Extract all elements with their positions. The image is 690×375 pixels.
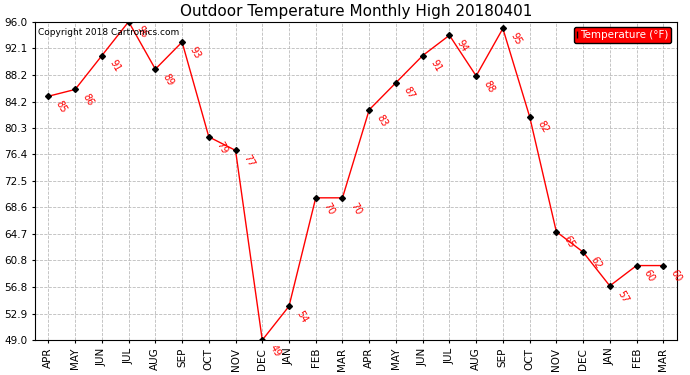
- Text: 60: 60: [642, 268, 657, 284]
- Text: 60: 60: [669, 268, 684, 284]
- Text: 65: 65: [562, 234, 577, 250]
- Text: 86: 86: [81, 92, 95, 108]
- Text: 95: 95: [509, 31, 523, 47]
- Text: 91: 91: [428, 58, 443, 74]
- Text: 70: 70: [322, 201, 336, 216]
- Text: 77: 77: [241, 153, 256, 169]
- Text: 54: 54: [295, 309, 309, 325]
- Text: 96: 96: [134, 24, 149, 40]
- Text: 49: 49: [268, 343, 283, 358]
- Text: 62: 62: [589, 255, 604, 270]
- Text: 83: 83: [375, 112, 390, 128]
- Text: 82: 82: [535, 119, 550, 135]
- Text: 57: 57: [615, 289, 630, 304]
- Text: 70: 70: [348, 201, 363, 216]
- Text: 79: 79: [215, 140, 229, 155]
- Text: Copyright 2018 Cartronics.com: Copyright 2018 Cartronics.com: [38, 28, 179, 37]
- Text: 88: 88: [482, 79, 497, 94]
- Text: 87: 87: [402, 86, 416, 101]
- Text: 89: 89: [161, 72, 176, 87]
- Legend: Temperature (°F): Temperature (°F): [573, 27, 671, 43]
- Text: 85: 85: [54, 99, 69, 115]
- Text: 93: 93: [188, 45, 202, 60]
- Text: 94: 94: [455, 38, 470, 54]
- Title: Outdoor Temperature Monthly High 20180401: Outdoor Temperature Monthly High 2018040…: [179, 4, 532, 19]
- Text: 91: 91: [108, 58, 122, 74]
